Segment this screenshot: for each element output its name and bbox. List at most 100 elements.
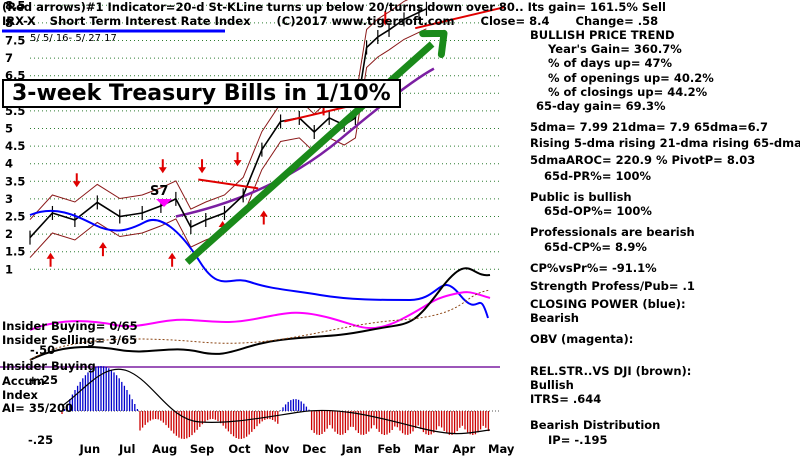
lower-band [29,28,427,258]
insider-buying-label: Insider Buying [2,359,96,373]
accum-tick-plus-25: +.25 [28,373,58,387]
itrs-value: ITRS= .644 [530,392,602,407]
month-tick-label: Jul [118,442,135,456]
y-tick-label: 1 [5,262,13,276]
moving-average-band [29,0,435,258]
y-tick-label: 4 [5,157,13,171]
closing-power-value: Bearish [530,311,579,326]
y-tick-label: 2 [5,227,13,241]
accum-tick-minus-25: -.25 [28,433,53,447]
month-tick-label: Nov [264,442,290,456]
relstr-value: Bullish [530,378,574,393]
symbol: IRX-X [2,14,36,28]
green-trend-arrow [184,29,448,265]
index-name: Short Term Interest Rate Index [49,14,251,28]
indicator-description: (Red arrows)#1 Indicator=20-d St-KLine t… [2,0,666,14]
price-axis: 5/ 5/ 16- 5/ 27 178.587.576.565.554.543.… [5,0,117,276]
upper-band [29,0,409,220]
pct-days-up: % of days up= 47% [548,56,673,71]
years-gain: Year's Gain= 360.7% [548,42,682,57]
y-tick-label: 4.5 [5,139,25,153]
pr-65d: 65d-PR%= 100% [544,168,651,183]
op-65d: 65d-OP%= 100% [544,204,652,219]
month-tick-label: Aug [152,442,177,456]
headline-box: 3-week Treasury Bills in 1/10% [2,79,401,108]
dma-aroc: 5dmaAROC= 220.9 % PivotP= 8.03 [530,152,756,167]
month-tick-label: Jun [79,442,101,456]
month-tick-label: Mar [414,442,439,456]
buy-arrow-head [98,242,107,249]
accum-ma-line [61,368,491,435]
month-tick-label: May [488,442,515,456]
trend-title: BULLISH PRICE TREND [530,28,675,42]
copyright: (C)2017 www.tigersoft.com [276,14,455,28]
y-tick-label: 8 [5,16,13,30]
y-tick-label: 7.5 [5,34,25,48]
month-tick-label: Sep [190,442,214,456]
rel-strength-ma [29,289,491,361]
trendline-red [284,104,352,123]
insider-buying-count: Insider Buying= 0/65 [2,319,138,333]
month-tick-label: Feb [377,442,400,456]
buy-arrow-head [259,210,268,217]
y-tick-label: 5 [5,122,13,136]
s7-marker [156,199,172,207]
green-arrow-shaft [184,41,435,265]
y-tick-label: 7 [5,51,13,65]
y-tick-label: 2.5 [5,210,25,224]
month-tick-label: Jan [341,442,362,456]
sell-arrow-head [158,167,167,174]
obv-line [29,291,491,331]
professionals-sentiment: Professionals are bearish [530,225,695,240]
change-value: .58 [637,14,659,28]
y-tick-label: 3.5 [5,174,25,188]
indicator-lines [29,209,491,361]
price-gridlines [2,4,500,270]
y-tick-label: 8.5 [5,0,25,12]
close-label: Close= [480,14,526,28]
closing-power-line [29,209,489,319]
sell-arrow-head [72,181,81,188]
chart-header: IRX-X Short Term Interest Rate Index (C)… [2,14,658,28]
pct-openings-up: % of openings up= 40.2% [548,70,714,85]
sell-arrow-head [198,167,207,174]
sell-arrow-head [381,19,390,26]
y-tick-label: 1.5 [5,245,25,259]
s7-annotation: S7 [150,184,172,207]
pct-closings-up: % of closings up= 44.2% [548,84,708,99]
month-tick-label: Dec [302,442,326,456]
month-tick-label: Apr [452,442,475,456]
sell-arrow-head [233,160,242,167]
closing-power-label: CLOSING POWER (blue): [530,297,686,312]
index-label: Index [2,388,38,402]
ma-65-line [175,67,435,218]
statistics-panel: BULLISH PRICE TREND Year's Gain= 360.7% … [530,28,800,447]
strength-ratio: Strength Profess/Pub= .1 [530,279,695,294]
rising-dma: Rising 5-dma rising 21-dma rising 65-dma [530,136,800,151]
s7-label: S7 [150,184,168,199]
date-range: 5/ 5/ 16- 5/ 27 17 [30,33,117,44]
change-label: Change= [575,14,634,28]
close-value: 8.4 [529,14,550,28]
buy-arrow-head [46,252,55,259]
green-arrow-head [419,29,448,58]
relative-strength-line [29,267,491,361]
gain-65d: 65-day gain= 69.3% [536,99,666,114]
relstr-label: REL.STR..VS DJI (brown): [530,363,692,378]
dma-values: 5dma= 7.99 21dma= 7.9 65dma=6.7 [530,120,768,135]
red-trendlines [198,6,506,190]
cp-65d: 65d-CP%= 8.9% [544,239,647,254]
accum-tick-minus-50: -.50 [30,343,55,357]
signal-arrows [46,11,390,267]
public-sentiment: Public is bullish [530,190,632,205]
month-axis: Jun Jul Aug Sep Oct Nov Dec Jan Feb Mar Apr May [79,442,515,456]
cp-vs-pr: CP%vsPr%= -91.1% [530,260,657,275]
distribution-label: Bearish Distribution [530,418,661,433]
y-tick-label: 3 [5,192,13,206]
month-tick-label: Oct [228,442,251,456]
trendline-red [414,6,506,30]
ai-value: AI= 35/200 [2,401,73,415]
obv-label: OBV (magenta): [530,331,634,346]
